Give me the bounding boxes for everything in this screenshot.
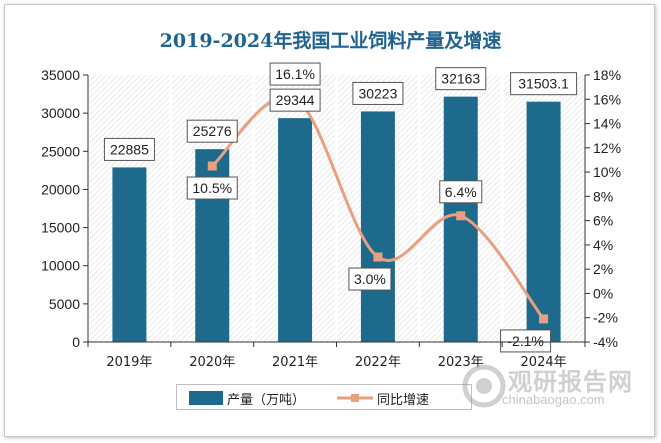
watermark-logo-icon	[462, 364, 506, 408]
bar-value-label-box	[103, 137, 155, 161]
x-tick-label: 2024年	[521, 355, 567, 370]
right-tick-label: 10%	[593, 164, 621, 180]
legend-bar-swatch	[189, 391, 223, 405]
line-value-label: 10.5%	[192, 180, 232, 196]
bar	[112, 167, 147, 342]
left-tick-label: 15000	[41, 220, 80, 236]
left-tick-label: 35000	[41, 67, 80, 83]
right-tick-label: 18%	[593, 67, 621, 83]
x-tick-label: 2022年	[355, 355, 401, 370]
x-tick-label: 2021年	[272, 355, 318, 370]
bar-value-label-box	[510, 72, 578, 96]
bar-value-label-group: 29344	[269, 88, 321, 112]
bar	[278, 118, 313, 342]
line-marker	[207, 161, 217, 171]
line-value-label-box	[500, 329, 552, 353]
line-value-label: 3.0%	[354, 271, 386, 287]
bar-value-label-group: 25276	[186, 119, 238, 143]
left-tick-label: 20000	[41, 181, 80, 197]
line-value-label: 16.1%	[275, 66, 315, 82]
bar-value-label-group: 31503.1	[510, 72, 578, 96]
watermark-brand: 观研报告网	[508, 368, 633, 396]
line-value-label-group: 16.1%	[269, 62, 321, 86]
line-value-label-group: -2.1%	[500, 329, 552, 353]
bar	[360, 111, 395, 343]
left-tick-label: 25000	[41, 143, 80, 159]
x-tick-label: 2023年	[438, 355, 484, 370]
bar-value-label-group: 32163	[435, 67, 487, 91]
bar-value-label: 29344	[276, 92, 315, 108]
line-value-label-box	[269, 62, 321, 86]
watermark: 观研报告网 chinabaogao.com	[462, 362, 642, 412]
x-tick-label: 2020年	[189, 355, 235, 370]
right-tick-label: 16%	[593, 91, 621, 107]
chart-title: 2019-2024年我国工业饲料产量及增速	[159, 30, 502, 52]
bar-value-label: 22885	[110, 141, 149, 157]
line-value-label-box	[186, 176, 238, 200]
line-marker	[456, 211, 466, 221]
line-value-label: -2.1%	[507, 333, 544, 349]
line-value-label-box	[439, 180, 483, 204]
bar-value-label: 31503.1	[518, 76, 569, 92]
right-tick-label: 2%	[593, 261, 613, 277]
right-tick-label: -2%	[593, 310, 618, 326]
left-tick-label: 30000	[41, 105, 80, 121]
right-tick-label: 14%	[593, 116, 621, 132]
right-tick-label: 8%	[593, 188, 613, 204]
right-tick-label: 6%	[593, 213, 613, 229]
line-value-label-group: 10.5%	[186, 176, 238, 200]
line-value-label-group: 3.0%	[348, 267, 392, 291]
x-tick-label: 2019年	[106, 355, 152, 370]
legend: 产量（万吨） 同比增速	[176, 384, 472, 410]
bar-value-label-box	[352, 81, 404, 105]
bar	[526, 101, 561, 342]
line-marker	[539, 314, 549, 324]
right-tick-label: 4%	[593, 237, 613, 253]
bar-value-label-group: 22885	[103, 137, 155, 161]
line-marker	[373, 252, 383, 262]
bar-value-label: 32163	[441, 71, 480, 87]
bar-value-label: 30223	[358, 85, 397, 101]
watermark-site: chinabaogao.com	[502, 392, 605, 407]
bar-value-label-box	[186, 119, 238, 143]
bar-value-label-group: 30223	[352, 81, 404, 105]
line-value-label-box	[348, 267, 392, 291]
line-value-label-group: 6.4%	[439, 180, 483, 204]
bar-value-label-box	[435, 67, 487, 91]
left-tick-label: 5000	[49, 296, 80, 312]
right-tick-label: 0%	[593, 285, 613, 301]
right-tick-label: -4%	[593, 334, 618, 350]
bar-value-label: 25276	[193, 123, 232, 139]
legend-line-swatch	[337, 394, 373, 402]
left-tick-label: 10000	[41, 258, 80, 274]
legend-line-label: 同比增速	[377, 393, 430, 408]
bar-value-label-box	[269, 88, 321, 112]
legend-bar-label: 产量（万吨）	[227, 393, 306, 408]
line-value-label: 6.4%	[445, 184, 477, 200]
left-tick-label: 0	[72, 334, 80, 350]
right-tick-label: 12%	[593, 140, 621, 156]
